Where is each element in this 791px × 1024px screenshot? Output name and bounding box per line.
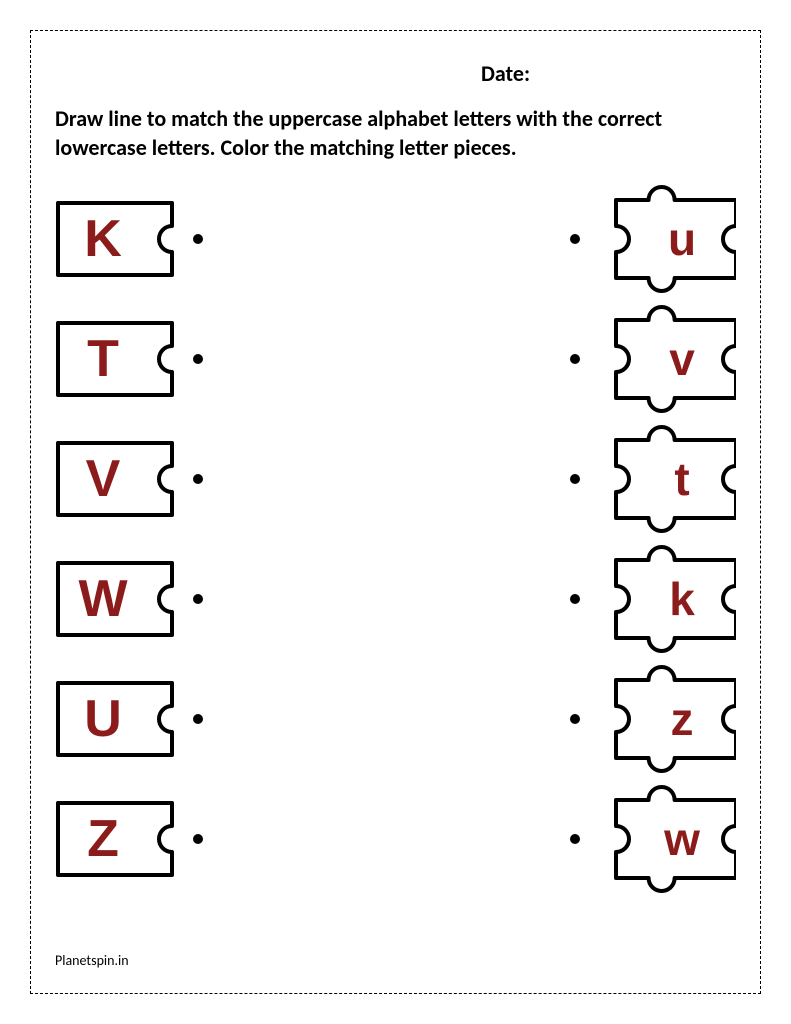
- uppercase-group: W: [55, 560, 203, 638]
- svg-text:u: u: [668, 213, 696, 265]
- uppercase-puzzle-piece: Z: [55, 800, 175, 878]
- svg-text:T: T: [87, 330, 119, 388]
- match-dot-left: [193, 474, 203, 484]
- uppercase-puzzle-piece: T: [55, 320, 175, 398]
- svg-text:k: k: [669, 573, 695, 625]
- uppercase-group: K: [55, 200, 203, 278]
- match-dot-right: [570, 714, 580, 724]
- svg-text:W: W: [78, 570, 128, 628]
- uppercase-puzzle-piece: U: [55, 680, 175, 758]
- svg-text:v: v: [669, 333, 695, 385]
- svg-text:w: w: [663, 813, 700, 865]
- lowercase-puzzle-piece: u: [598, 178, 736, 300]
- match-row: Z w: [55, 796, 736, 882]
- uppercase-group: V: [55, 440, 203, 518]
- worksheet-content: Date: Draw line to match the uppercase a…: [55, 60, 736, 969]
- match-dot-right: [570, 834, 580, 844]
- matching-rows: K u T v V: [55, 196, 736, 882]
- uppercase-group: T: [55, 320, 203, 398]
- match-dot-left: [193, 234, 203, 244]
- date-label: Date:: [55, 60, 736, 87]
- lowercase-puzzle-piece: z: [598, 658, 736, 780]
- instructions-text: Draw line to match the uppercase alphabe…: [55, 105, 736, 162]
- lowercase-puzzle-piece: k: [598, 538, 736, 660]
- match-dot-left: [193, 834, 203, 844]
- match-dot-right: [570, 594, 580, 604]
- svg-text:K: K: [84, 210, 122, 268]
- footer-text: Planetspin.in: [55, 952, 129, 969]
- match-row: W k: [55, 556, 736, 642]
- match-dot-right: [570, 234, 580, 244]
- svg-text:U: U: [84, 690, 122, 748]
- match-row: K u: [55, 196, 736, 282]
- match-row: V t: [55, 436, 736, 522]
- match-dot-right: [570, 474, 580, 484]
- uppercase-puzzle-piece: V: [55, 440, 175, 518]
- lowercase-puzzle-piece: w: [598, 778, 736, 900]
- lowercase-group: z: [570, 658, 736, 780]
- lowercase-puzzle-piece: v: [598, 298, 736, 420]
- svg-text:V: V: [86, 450, 121, 508]
- lowercase-group: u: [570, 178, 736, 300]
- lowercase-group: v: [570, 298, 736, 420]
- svg-text:Z: Z: [87, 810, 119, 868]
- svg-text:t: t: [674, 453, 689, 505]
- match-dot-left: [193, 354, 203, 364]
- uppercase-puzzle-piece: K: [55, 200, 175, 278]
- uppercase-group: Z: [55, 800, 203, 878]
- match-dot-left: [193, 714, 203, 724]
- match-row: T v: [55, 316, 736, 402]
- match-dot-right: [570, 354, 580, 364]
- lowercase-puzzle-piece: t: [598, 418, 736, 540]
- match-dot-left: [193, 594, 203, 604]
- uppercase-group: U: [55, 680, 203, 758]
- match-row: U z: [55, 676, 736, 762]
- lowercase-group: t: [570, 418, 736, 540]
- uppercase-puzzle-piece: W: [55, 560, 175, 638]
- lowercase-group: w: [570, 778, 736, 900]
- lowercase-group: k: [570, 538, 736, 660]
- svg-text:z: z: [671, 693, 694, 745]
